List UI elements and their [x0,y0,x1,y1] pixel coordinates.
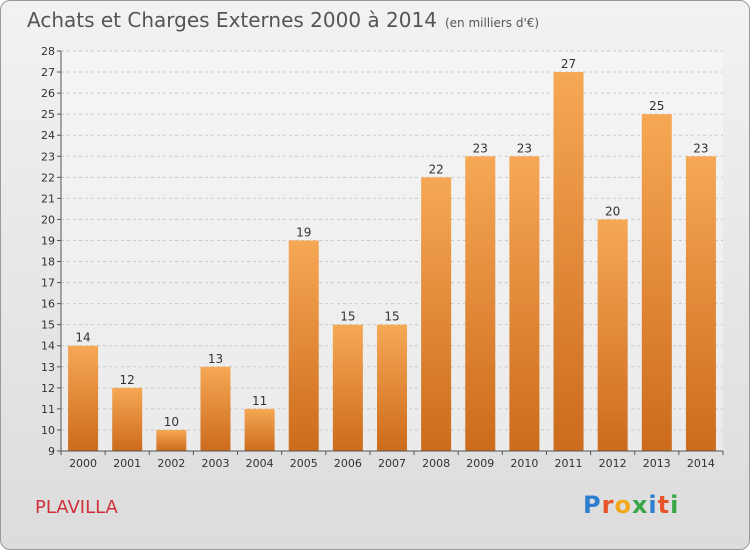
y-tick-label: 22 [41,171,55,184]
y-tick-label: 23 [41,150,55,163]
y-tick-label: 25 [41,108,55,121]
bar [288,240,319,451]
x-tick-label: 2012 [599,457,627,470]
logo-letter: i [670,491,680,519]
bar [597,219,628,451]
data-label: 13 [208,352,223,366]
bar [509,156,540,451]
logo-letter: x [631,491,649,519]
bar [156,429,187,451]
x-tick-label: 2006 [334,457,362,470]
x-tick-label: 2000 [69,457,97,470]
y-tick-label: 26 [41,87,55,100]
y-tick-label: 20 [41,213,55,226]
bar [244,408,275,451]
logo-letter: o [614,491,632,519]
data-label: 12 [120,373,135,387]
bar [68,345,99,451]
y-tick-label: 21 [41,192,55,205]
bar [376,324,408,451]
x-tick-label: 2013 [643,457,671,470]
bar [641,114,672,451]
logo-letter: i [648,491,658,519]
bar [685,156,716,451]
data-label: 27 [561,57,576,71]
data-label: 15 [340,310,355,324]
x-tick-label: 2011 [555,457,583,470]
bar [421,177,452,451]
x-tick-label: 2002 [157,457,185,470]
logo-letter: t [657,491,671,519]
unit-note: (en milliers d'€) [444,16,540,30]
x-tick-label: 2004 [246,457,274,470]
y-tick-label: 19 [41,234,55,247]
bar [465,156,496,451]
chart-title: Achats et Charges Externes 2000 à 2014 [27,8,437,32]
data-label: 14 [75,331,90,345]
data-label: 19 [296,225,311,239]
x-tick-label: 2014 [687,457,715,470]
y-tick-label: 13 [41,361,55,374]
y-tick-label: 18 [41,256,55,269]
bar [112,387,143,451]
bar [200,366,231,451]
y-tick-label: 27 [41,66,55,79]
x-tick-label: 2007 [378,457,406,470]
data-label: 25 [649,99,664,113]
y-tick-label: 17 [41,277,55,290]
x-tick-label: 2008 [422,457,450,470]
y-tick-label: 9 [48,445,55,458]
chart-title-row: Achats et Charges Externes 2000 à 2014 (e… [27,8,539,32]
y-tick-label: 16 [41,298,55,311]
y-tick-label: 15 [41,319,55,332]
logo-letter: P [583,491,602,519]
x-tick-label: 2001 [113,457,141,470]
place-name: PLAVILLA [35,497,118,518]
y-tick-label: 11 [41,403,55,416]
data-label: 23 [693,141,708,155]
data-label: 10 [164,415,179,429]
bar [553,72,584,451]
x-tick-label: 2003 [201,457,229,470]
y-tick-label: 12 [41,382,55,395]
x-tick-label: 2009 [466,457,494,470]
data-label: 22 [428,162,443,176]
bar [332,324,363,451]
logo-letter: r [601,491,615,519]
data-label: 15 [384,310,399,324]
y-tick-label: 28 [41,45,55,58]
data-label: 23 [517,141,532,155]
proxiti-logo: Proxiti [583,491,679,519]
x-tick-label: 2005 [290,457,318,470]
data-label: 20 [605,204,620,218]
y-tick-label: 24 [41,129,55,142]
y-tick-label: 14 [41,340,55,353]
x-tick-label: 2010 [510,457,538,470]
data-label: 11 [252,394,267,408]
y-tick-label: 10 [41,424,55,437]
data-label: 23 [473,141,488,155]
